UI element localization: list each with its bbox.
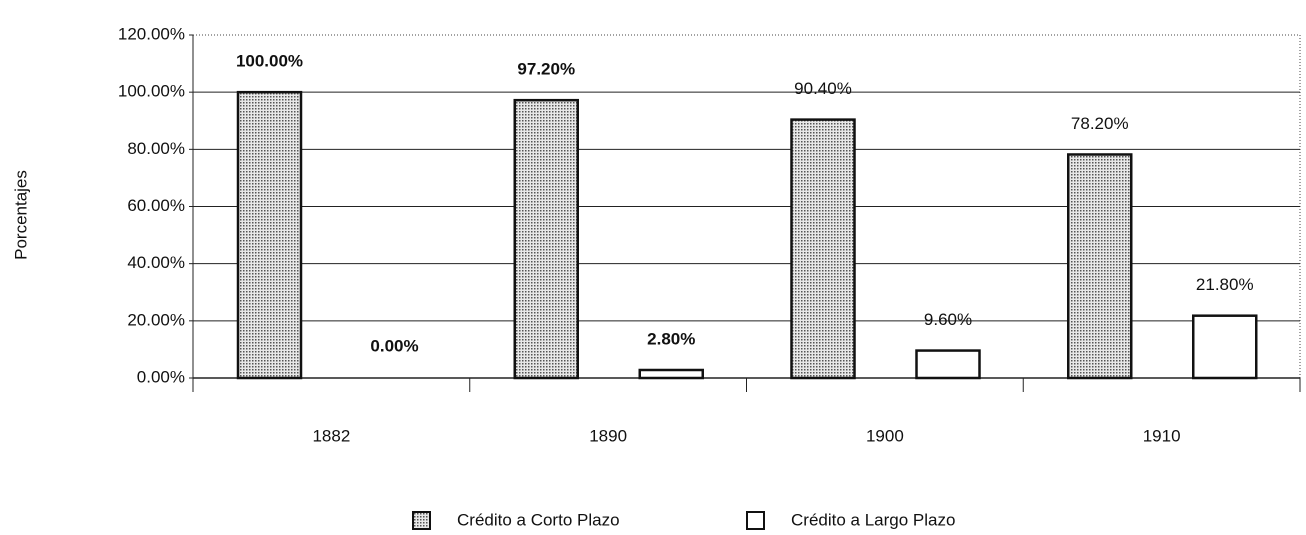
value-label: 9.60% bbox=[924, 310, 972, 329]
value-label: 21.80% bbox=[1196, 275, 1254, 294]
legend-label: Crédito a Corto Plazo bbox=[457, 510, 620, 529]
x-tick-label: 1910 bbox=[1143, 426, 1181, 445]
legend-label: Crédito a Largo Plazo bbox=[791, 510, 955, 529]
bar bbox=[1192, 314, 1258, 380]
legend-swatch bbox=[746, 511, 765, 530]
y-tick-label: 80.00% bbox=[127, 139, 185, 158]
bar bbox=[236, 90, 303, 380]
x-tick-label: 1890 bbox=[589, 426, 627, 445]
y-tick-label: 100.00% bbox=[118, 82, 185, 101]
value-label: 0.00% bbox=[370, 336, 418, 355]
bar bbox=[915, 349, 981, 380]
y-tick-label: 40.00% bbox=[127, 253, 185, 272]
bar bbox=[638, 368, 704, 380]
value-label: 100.00% bbox=[236, 52, 303, 71]
value-label: 2.80% bbox=[647, 329, 695, 348]
value-label: 78.20% bbox=[1071, 114, 1129, 133]
x-tick-label: 1900 bbox=[866, 426, 904, 445]
bar bbox=[513, 98, 579, 380]
y-tick-label: 0.00% bbox=[137, 367, 185, 386]
y-axis-label: Porcentajes bbox=[11, 170, 30, 260]
value-label: 97.20% bbox=[517, 60, 575, 79]
bar bbox=[1067, 153, 1133, 380]
value-label: 90.40% bbox=[794, 79, 852, 98]
x-tick-label: 1882 bbox=[312, 426, 350, 445]
y-tick-label: 20.00% bbox=[127, 310, 185, 329]
legend-swatch bbox=[412, 511, 431, 530]
y-tick-label: 120.00% bbox=[118, 24, 185, 43]
bar bbox=[790, 118, 856, 380]
y-tick-label: 60.00% bbox=[127, 196, 185, 215]
